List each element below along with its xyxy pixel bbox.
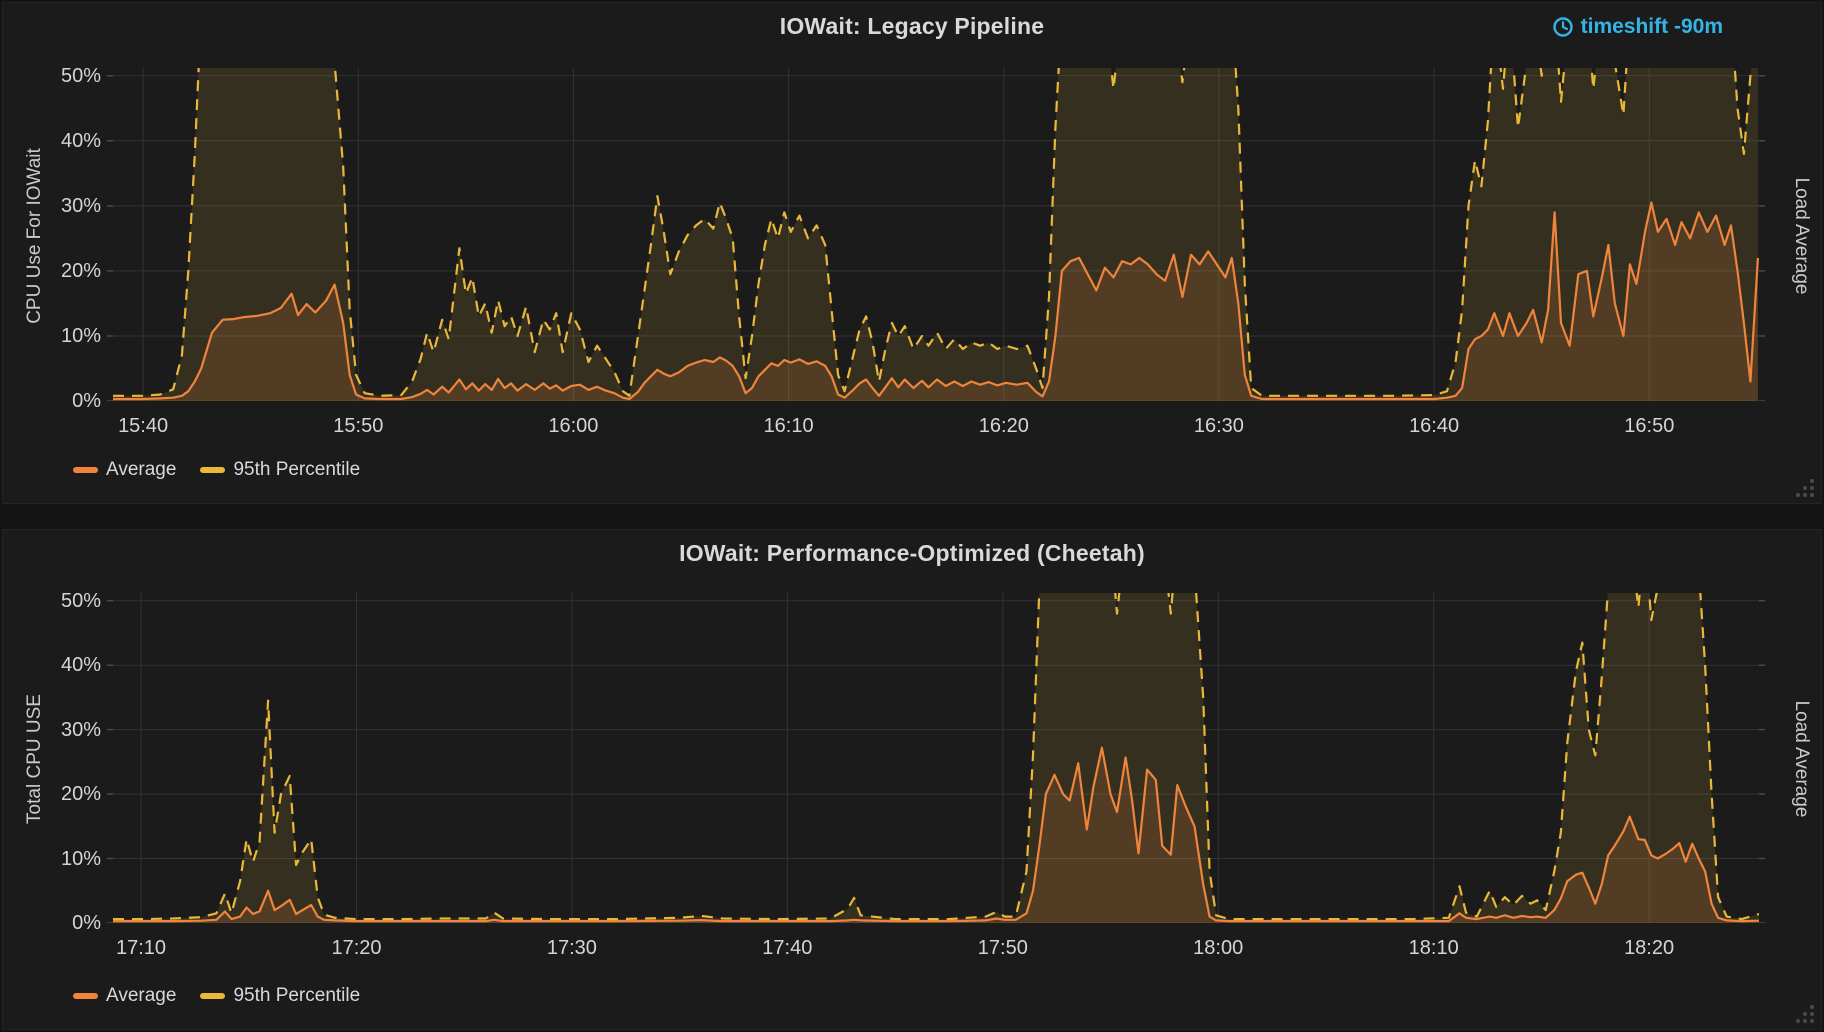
y-tick-label: 50%: [60, 64, 101, 87]
x-tick-label: 16:00: [548, 415, 599, 437]
y-tick-label: 50%: [60, 589, 101, 612]
legend-item-95th-percentile[interactable]: 95th Percentile: [200, 459, 360, 481]
legend-label: 95th Percentile: [233, 985, 361, 1006]
y-axis-label: Total CPU USE: [24, 694, 45, 824]
legend-swatch: [73, 993, 98, 999]
legend-label: Average: [106, 459, 177, 480]
right-axis-label: Load Average: [1791, 700, 1812, 818]
panel-title[interactable]: IOWait: Legacy Pipeline: [779, 13, 1045, 39]
panel-legacy-pipeline: IOWait: Legacy Pipeline timeshift -90m C…: [2, 2, 1822, 504]
x-tick-label: 16:30: [1193, 415, 1244, 437]
x-tick-label: 17:10: [115, 937, 167, 959]
x-tick-label: 15:50: [333, 415, 384, 437]
timeshift-label: timeshift -90m: [1580, 15, 1723, 38]
x-tick-label: 18:10: [1408, 937, 1459, 959]
x-tick-label: 17:40: [762, 937, 813, 959]
legend-swatch: [200, 467, 226, 473]
legacy-pipeline-chart[interactable]: [107, 68, 1769, 401]
y-tick-label: 10%: [60, 847, 101, 870]
y-axis-label: CPU Use For IOWait: [24, 148, 45, 324]
x-tick-label: 16:20: [978, 415, 1029, 437]
y-tick-label: 30%: [60, 194, 101, 217]
panel-title[interactable]: IOWait: Performance-Optimized (Cheetah): [679, 540, 1145, 566]
x-tick-label: 17:20: [331, 937, 382, 959]
y-tick-label: 40%: [60, 654, 101, 677]
timeshift-indicator: timeshift -90m: [1552, 15, 1723, 39]
y-tick-label: 0%: [72, 390, 101, 412]
clock-icon: [1552, 17, 1573, 37]
y-tick-label: 10%: [60, 325, 101, 347]
x-tick-label: 18:00: [1193, 937, 1244, 959]
x-tick-label: 16:50: [1624, 415, 1675, 437]
x-tick-label: 18:20: [1624, 937, 1675, 959]
panel-resize-handle[interactable]: [1796, 479, 1814, 497]
y-tick-label: 40%: [60, 129, 101, 152]
x-tick-label: 16:10: [763, 415, 814, 437]
y-tick-label: 30%: [60, 718, 101, 741]
legend-item-average[interactable]: Average: [73, 459, 176, 481]
y-tick-label: 20%: [60, 259, 101, 282]
panel-performance-optimized: IOWait: Performance-Optimized (Cheetah) …: [2, 529, 1822, 1030]
x-tick-label: 16:40: [1409, 415, 1460, 437]
x-tick-label: 15:40: [118, 415, 169, 437]
legend-swatch: [73, 467, 98, 473]
cheetah-chart[interactable]: [107, 593, 1769, 923]
panel-resize-handle[interactable]: [1796, 1005, 1814, 1023]
x-tick-label: 17:50: [977, 937, 1028, 959]
legend: Average 95th Percentile: [73, 459, 360, 481]
y-tick-label: 20%: [60, 783, 101, 806]
legend-label: Average: [106, 985, 177, 1006]
right-axis-label: Load Average: [1791, 177, 1812, 295]
y-tick-label: 0%: [72, 912, 101, 934]
legend-item-95th-percentile[interactable]: 95th Percentile: [200, 985, 360, 1007]
x-tick-label: 17:30: [546, 937, 597, 959]
legend-item-average[interactable]: Average: [73, 985, 176, 1007]
legend: Average 95th Percentile: [73, 985, 360, 1007]
legend-label: 95th Percentile: [233, 459, 361, 480]
legend-swatch: [200, 993, 226, 999]
